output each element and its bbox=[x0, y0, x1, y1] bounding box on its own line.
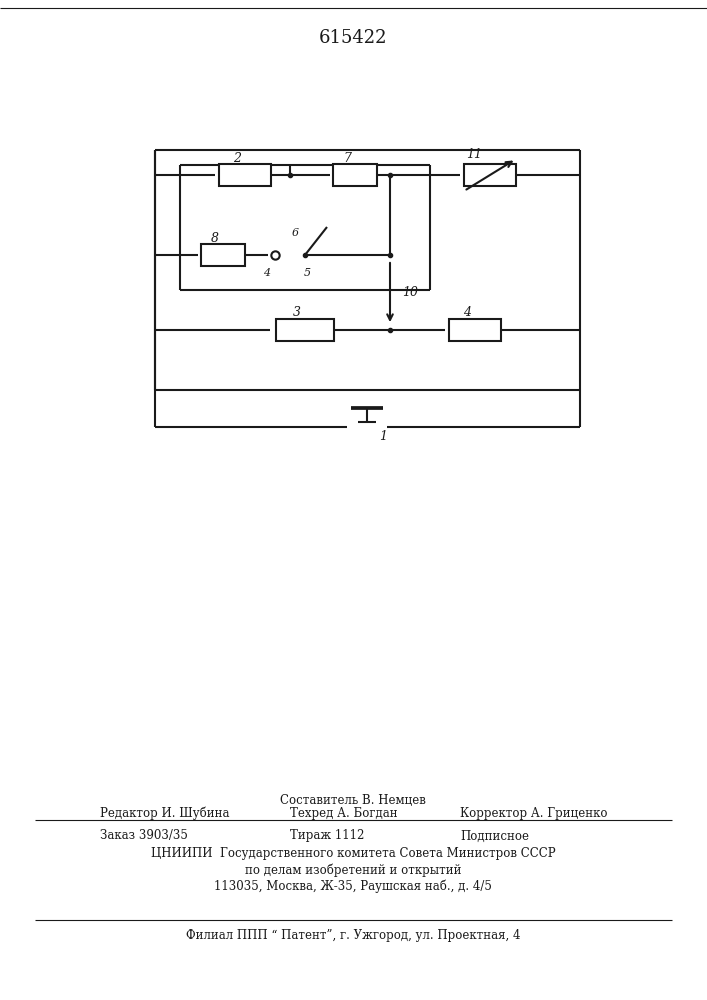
Text: Редактор И. Шубина: Редактор И. Шубина bbox=[100, 806, 230, 820]
Bar bbox=[464, 164, 516, 186]
Text: 11: 11 bbox=[466, 148, 482, 161]
Bar bbox=[449, 319, 501, 341]
Bar bbox=[333, 164, 377, 186]
Text: ЦНИИПИ  Государственного комитета Совета Министров СССР: ЦНИИПИ Государственного комитета Совета … bbox=[151, 848, 555, 860]
Text: Подписное: Подписное bbox=[460, 830, 529, 842]
Text: Техред А. Богдан: Техред А. Богдан bbox=[290, 806, 397, 820]
Text: Заказ 3903/35: Заказ 3903/35 bbox=[100, 830, 188, 842]
Text: 3: 3 bbox=[293, 306, 301, 318]
Text: Тираж 1112: Тираж 1112 bbox=[290, 830, 364, 842]
Bar bbox=[276, 319, 334, 341]
Text: 10: 10 bbox=[402, 286, 418, 298]
Text: 4: 4 bbox=[264, 268, 271, 278]
Text: 6: 6 bbox=[291, 228, 298, 238]
Text: 1: 1 bbox=[379, 430, 387, 442]
Text: 113035, Москва, Ж-35, Раушская наб., д. 4/5: 113035, Москва, Ж-35, Раушская наб., д. … bbox=[214, 879, 492, 893]
Bar bbox=[201, 244, 245, 266]
Text: 4: 4 bbox=[463, 306, 471, 318]
Text: 7: 7 bbox=[343, 152, 351, 165]
Text: 8: 8 bbox=[211, 232, 219, 245]
Text: 5: 5 bbox=[303, 268, 310, 278]
Text: по делам изобретений и открытий: по делам изобретений и открытий bbox=[245, 863, 461, 877]
Text: 2: 2 bbox=[233, 152, 241, 165]
Text: Корректор А. Гриценко: Корректор А. Гриценко bbox=[460, 806, 607, 820]
Bar bbox=[219, 164, 271, 186]
Text: Филиал ППП “ Патент”, г. Ужгород, ул. Проектная, 4: Филиал ППП “ Патент”, г. Ужгород, ул. Пр… bbox=[186, 930, 520, 942]
Text: 615422: 615422 bbox=[319, 29, 387, 47]
Text: Составитель В. Немцев: Составитель В. Немцев bbox=[280, 794, 426, 806]
